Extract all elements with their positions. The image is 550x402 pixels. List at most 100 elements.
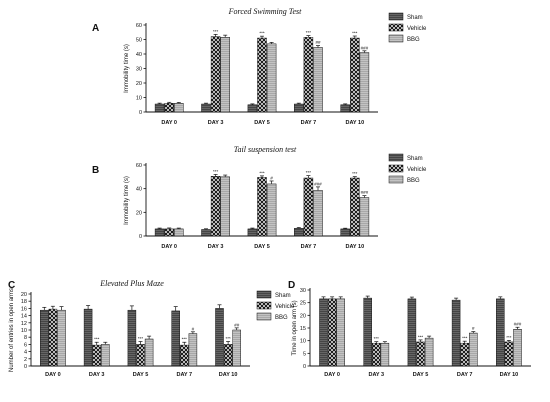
y-tick-label: 20 [300, 313, 306, 319]
bar-bbg [469, 332, 478, 367]
bar-bbg [57, 309, 66, 367]
y-axis-label: Number of entries in open arms [9, 288, 15, 372]
significance-label: *** [182, 337, 188, 342]
y-tick-label: 10 [136, 96, 142, 102]
bar-vehicle [303, 37, 314, 113]
bar-sham [363, 297, 372, 367]
bar-bbg [380, 342, 390, 367]
bar-vehicle [223, 344, 233, 367]
bar-sham [340, 104, 350, 113]
x-tick-label: DAY 3 [89, 372, 105, 378]
bar-vehicle [504, 341, 514, 367]
legend-label-sham: Sham [275, 293, 291, 299]
panel-label-a: A [92, 23, 99, 34]
x-tick-label: DAY 5 [413, 372, 429, 378]
bar-sham [171, 310, 180, 367]
bar-sham [247, 104, 258, 113]
y-tick-label: 18 [21, 299, 27, 305]
y-tick-label: 16 [21, 306, 27, 312]
bar-vehicle [372, 342, 381, 367]
bar-sham [127, 309, 137, 367]
x-tick-label: DAY 0 [45, 372, 61, 378]
x-tick-label: DAY 5 [133, 372, 149, 378]
x-tick-label: DAY 0 [161, 120, 177, 126]
y-axis-label: Immobility time (s) [124, 176, 130, 225]
x-tick-label: DAY 10 [345, 244, 364, 250]
bar-bbg [188, 333, 198, 367]
significance-label: *** [506, 335, 512, 340]
significance-label: *** [94, 337, 100, 342]
significance-label: ### [514, 322, 522, 327]
y-tick-label: 2 [24, 357, 27, 363]
bar-sham [215, 308, 224, 367]
significance-label: ### [361, 45, 369, 50]
bar-bbg [220, 37, 230, 113]
significance-label: ### [314, 181, 322, 186]
bar-bbg [336, 298, 345, 367]
bar-vehicle [136, 344, 145, 367]
bar-vehicle [257, 177, 267, 237]
legend-label-bbg: BBG [407, 37, 420, 43]
bar-bbg [359, 197, 370, 237]
chart-title: Tail suspension test [234, 145, 297, 154]
legend-swatch-vehicle [388, 23, 404, 32]
y-tick-label: 0 [24, 364, 27, 370]
significance-label: # [270, 175, 273, 180]
bar-bbg [144, 338, 154, 367]
chart-title: Elevated Plus Maze [99, 279, 164, 288]
y-tick-label: 0 [303, 364, 306, 370]
bar-sham [201, 229, 211, 237]
legend-swatch-sham [388, 153, 404, 162]
significance-label: *** [225, 336, 231, 341]
y-tick-label: 12 [21, 321, 27, 327]
x-tick-label: DAY 5 [254, 244, 270, 250]
chart-panel-b: Tail suspension test Immobility time (s) 0… [124, 145, 427, 250]
bar-bbg [424, 337, 434, 367]
bar-sham [247, 228, 258, 237]
bar-vehicle [327, 298, 337, 367]
y-tick-label: 0 [139, 110, 142, 116]
bar-bbg [266, 183, 277, 237]
bar-bbg [174, 228, 184, 237]
bar-vehicle [257, 37, 267, 113]
bar-bbg [313, 47, 323, 113]
bar-sham [319, 298, 328, 367]
bar-vehicle [460, 342, 469, 367]
y-tick-label: 20 [136, 210, 142, 216]
bar-vehicle [416, 341, 425, 367]
bar-sham [154, 228, 165, 237]
x-tick-label: DAY 3 [368, 372, 384, 378]
x-tick-label: DAY 7 [301, 120, 317, 126]
bar-sham [294, 228, 304, 237]
bar-sham [294, 103, 304, 113]
significance-label: *** [374, 336, 380, 341]
y-tick-label: 10 [21, 328, 27, 334]
chart-panel-d: Time in open arm (s) 0 5 10 15 20 25 30 DAY 0 DAY… [292, 288, 531, 378]
y-tick-label: 50 [136, 38, 142, 44]
y-tick-label: 40 [136, 187, 142, 193]
legend-label-vehicle: Vehicle [407, 167, 427, 173]
y-tick-label: 8 [24, 335, 27, 341]
bar-bbg [266, 43, 277, 113]
bar-vehicle [350, 37, 360, 113]
y-tick-label: 4 [24, 350, 27, 356]
chart-panel-a: Forced Swimming Test Immobility time (s) 0… [124, 7, 427, 126]
bar-sham [201, 103, 211, 113]
legend-label-vehicle: Vehicle [275, 304, 295, 310]
y-axis-label: Time in open arm (s) [292, 300, 298, 355]
x-tick-label: DAY 5 [254, 120, 270, 126]
significance-label: *** [213, 169, 219, 174]
significance-label: *** [259, 31, 265, 36]
legend-swatch-bbg [256, 312, 272, 321]
y-tick-label: 60 [136, 163, 142, 169]
legend-label-vehicle: Vehicle [407, 26, 427, 32]
bar-sham [407, 298, 417, 367]
bar-sham [83, 308, 93, 367]
x-tick-label: DAY 10 [345, 120, 364, 126]
x-tick-label: DAY 7 [176, 372, 192, 378]
bar-vehicle [164, 228, 174, 237]
bar-bbg [359, 52, 370, 113]
bar-vehicle [164, 103, 174, 113]
legend-swatch-vehicle [388, 164, 404, 173]
